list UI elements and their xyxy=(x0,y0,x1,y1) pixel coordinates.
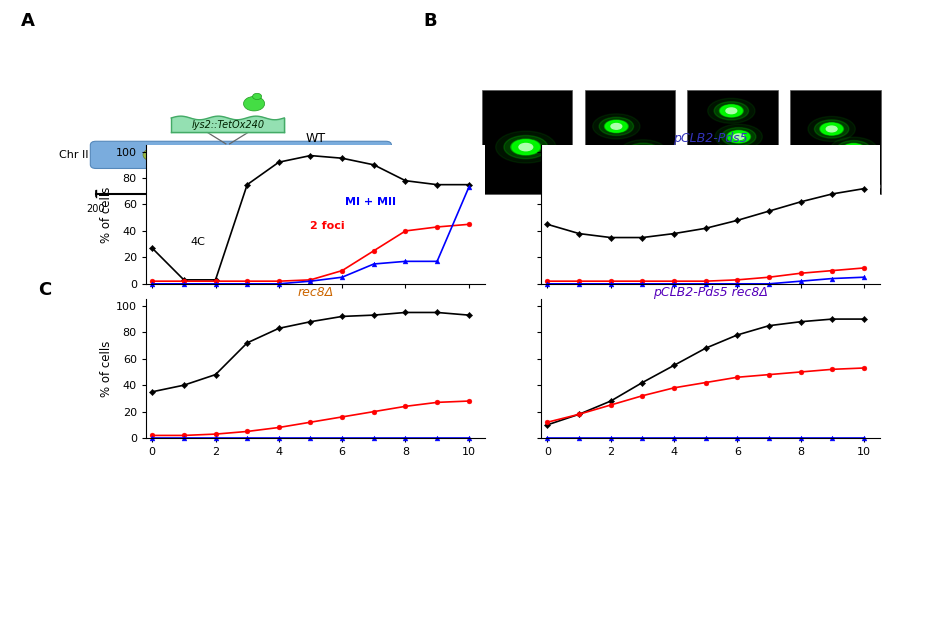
Circle shape xyxy=(496,131,556,163)
Circle shape xyxy=(714,102,749,120)
Circle shape xyxy=(848,147,859,152)
Text: A: A xyxy=(21,12,35,30)
FancyBboxPatch shape xyxy=(790,90,881,194)
Circle shape xyxy=(728,131,749,143)
Circle shape xyxy=(519,144,533,151)
Circle shape xyxy=(638,149,648,155)
Circle shape xyxy=(830,137,877,162)
Title: rec8Δ: rec8Δ xyxy=(297,286,333,299)
Circle shape xyxy=(726,108,737,114)
Circle shape xyxy=(599,117,633,136)
Text: 4C: 4C xyxy=(190,237,205,247)
Circle shape xyxy=(821,123,842,135)
Circle shape xyxy=(619,139,667,165)
Circle shape xyxy=(826,126,837,132)
Text: B: B xyxy=(423,12,437,30)
Y-axis label: % of cells: % of cells xyxy=(100,341,113,397)
Circle shape xyxy=(720,104,743,117)
Circle shape xyxy=(808,117,855,141)
Text: 400: 400 xyxy=(159,204,178,213)
Text: Chr II: Chr II xyxy=(59,150,88,160)
Title: WT: WT xyxy=(305,132,326,145)
Text: 800: 800 xyxy=(304,204,323,213)
Circle shape xyxy=(632,147,654,158)
Circle shape xyxy=(631,146,655,159)
FancyBboxPatch shape xyxy=(687,90,778,194)
Y-axis label: % of cells: % of cells xyxy=(100,186,113,242)
Circle shape xyxy=(726,130,751,143)
Ellipse shape xyxy=(143,147,169,162)
FancyBboxPatch shape xyxy=(482,90,572,194)
Text: lys2::TetOx240: lys2::TetOx240 xyxy=(191,120,264,130)
Circle shape xyxy=(837,141,871,159)
Circle shape xyxy=(843,144,865,155)
Circle shape xyxy=(708,98,755,123)
Circle shape xyxy=(611,123,622,129)
Text: 2 foci: 2 foci xyxy=(311,221,345,231)
Text: MI + MII: MI + MII xyxy=(345,197,396,207)
Circle shape xyxy=(512,140,539,154)
Text: 200: 200 xyxy=(87,204,105,213)
Circle shape xyxy=(244,96,264,111)
Circle shape xyxy=(721,105,742,117)
Circle shape xyxy=(814,120,849,138)
Circle shape xyxy=(733,134,744,139)
Text: 600: 600 xyxy=(231,204,250,213)
Circle shape xyxy=(715,124,762,149)
Circle shape xyxy=(511,139,541,155)
Circle shape xyxy=(626,143,661,162)
Circle shape xyxy=(842,143,866,156)
Circle shape xyxy=(593,114,640,139)
Circle shape xyxy=(252,93,262,99)
Circle shape xyxy=(722,128,756,146)
Circle shape xyxy=(606,121,627,132)
Circle shape xyxy=(820,123,843,135)
FancyBboxPatch shape xyxy=(90,141,391,168)
Text: kb: kb xyxy=(395,189,407,199)
FancyBboxPatch shape xyxy=(584,90,675,194)
Text: C: C xyxy=(38,281,51,299)
Circle shape xyxy=(604,120,629,133)
Title: pCLB2-Pds5: pCLB2-Pds5 xyxy=(673,132,748,145)
Title: pCLB2-Pds5 rec8Δ: pCLB2-Pds5 rec8Δ xyxy=(653,286,768,299)
Circle shape xyxy=(504,136,548,159)
FancyBboxPatch shape xyxy=(223,145,232,165)
